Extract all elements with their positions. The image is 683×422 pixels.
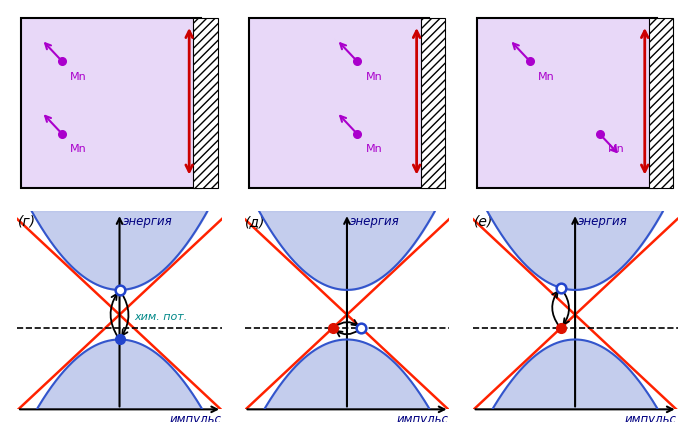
Text: Mn: Mn	[608, 144, 625, 154]
Bar	[477, 18, 657, 188]
Text: (д): (д)	[245, 215, 266, 229]
Text: Mn: Mn	[70, 144, 87, 154]
Text: (г): (г)	[18, 215, 36, 229]
Text: Mn: Mn	[365, 144, 382, 154]
Text: энергия: энергия	[123, 215, 173, 227]
Bar	[249, 18, 429, 188]
Text: Mn: Mn	[538, 71, 555, 81]
Bar	[649, 18, 673, 188]
Text: (е): (е)	[473, 215, 492, 229]
Bar	[421, 18, 445, 188]
Text: энергия: энергия	[350, 215, 400, 227]
Text: хим. пот.: хим. пот.	[134, 312, 187, 322]
Bar	[193, 18, 218, 188]
Bar	[21, 18, 201, 188]
Text: энергия: энергия	[579, 215, 628, 227]
Text: импульс: импульс	[169, 413, 221, 422]
Text: импульс: импульс	[397, 413, 449, 422]
Text: Mn: Mn	[365, 71, 382, 81]
Text: Mn: Mn	[70, 71, 87, 81]
Text: импульс: импульс	[625, 413, 677, 422]
